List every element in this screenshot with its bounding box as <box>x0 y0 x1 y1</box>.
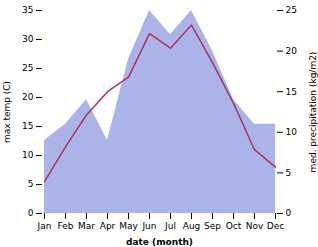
svg-text:0: 0 <box>286 208 292 218</box>
svg-text:25: 25 <box>286 5 297 15</box>
svg-text:Feb: Feb <box>58 221 74 231</box>
svg-text:May: May <box>119 221 138 231</box>
svg-text:25: 25 <box>22 63 33 73</box>
svg-text:10: 10 <box>22 150 34 160</box>
svg-text:20: 20 <box>286 46 298 56</box>
svg-text:Jun: Jun <box>141 221 156 231</box>
svg-text:Jul: Jul <box>164 221 176 231</box>
svg-text:15: 15 <box>22 121 33 131</box>
svg-text:Nov: Nov <box>246 221 264 231</box>
svg-text:5: 5 <box>286 168 292 178</box>
svg-text:20: 20 <box>22 92 34 102</box>
svg-text:Sep: Sep <box>204 221 221 231</box>
svg-text:30: 30 <box>22 34 34 44</box>
svg-text:15: 15 <box>286 87 297 97</box>
svg-text:Dec: Dec <box>267 221 284 231</box>
svg-text:Oct: Oct <box>226 221 242 231</box>
svg-text:5: 5 <box>28 179 34 189</box>
svg-text:date (month): date (month) <box>126 237 193 247</box>
svg-text:0: 0 <box>28 208 34 218</box>
svg-text:35: 35 <box>22 5 33 15</box>
svg-text:Aug: Aug <box>183 221 201 231</box>
svg-text:max temp (C): max temp (C) <box>2 81 12 143</box>
svg-text:Apr: Apr <box>100 221 116 231</box>
svg-text:med. precipitation (kg/m2): med. precipitation (kg/m2) <box>308 52 318 173</box>
svg-text:Mar: Mar <box>78 221 95 231</box>
svg-text:10: 10 <box>286 127 298 137</box>
svg-text:Jan: Jan <box>37 221 52 231</box>
